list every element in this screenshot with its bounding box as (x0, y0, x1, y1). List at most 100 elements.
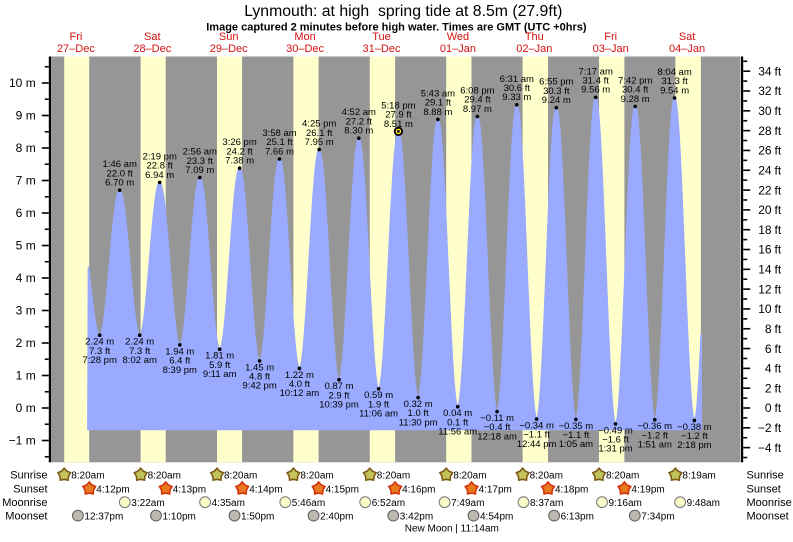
svg-text:10:39 pm: 10:39 pm (319, 400, 359, 411)
svg-text:7.3 ft: 7.3 ft (129, 346, 150, 357)
svg-text:ft: ft (775, 441, 782, 455)
svg-text:9.24 m: 9.24 m (542, 95, 571, 106)
svg-text:10: 10 (9, 76, 23, 90)
svg-text:6:55 pm: 6:55 pm (539, 77, 573, 88)
svg-text:−0.36 m: −0.36 m (638, 421, 673, 432)
svg-text:Moonset: Moonset (747, 510, 789, 522)
svg-text:ft: ft (775, 104, 782, 118)
svg-text:01–Jan: 01–Jan (440, 43, 476, 55)
svg-text:7.3 ft: 7.3 ft (89, 346, 110, 357)
svg-text:Moonrise: Moonrise (2, 497, 47, 509)
svg-text:34: 34 (758, 64, 772, 78)
svg-text:12:18 am: 12:18 am (477, 431, 517, 442)
svg-text:4:12pm: 4:12pm (96, 484, 129, 495)
svg-text:9:11 am: 9:11 am (203, 369, 237, 380)
svg-text:ft: ft (775, 183, 782, 197)
svg-text:1:51 am: 1:51 am (638, 440, 672, 451)
svg-text:10:12 am: 10:12 am (280, 388, 320, 399)
svg-text:5:46am: 5:46am (292, 498, 325, 509)
svg-text:m: m (26, 304, 36, 318)
svg-text:22: 22 (758, 183, 772, 197)
svg-text:1: 1 (16, 369, 23, 383)
svg-text:ft: ft (775, 263, 782, 277)
svg-text:2.24 m: 2.24 m (85, 337, 114, 348)
svg-text:4:35am: 4:35am (212, 498, 245, 509)
svg-text:22.0 ft: 22.0 ft (106, 168, 133, 179)
svg-text:30.6 ft: 30.6 ft (504, 83, 531, 94)
svg-text:6.70 m: 6.70 m (105, 178, 134, 189)
svg-text:Moonrise: Moonrise (747, 497, 792, 509)
svg-text:0.87 m: 0.87 m (324, 381, 353, 392)
svg-text:12:44 pm: 12:44 pm (517, 439, 557, 450)
svg-text:4:25 pm: 4:25 pm (302, 119, 336, 130)
svg-text:−4: −4 (758, 441, 772, 455)
svg-text:26.1 ft: 26.1 ft (306, 128, 333, 139)
svg-text:1:10pm: 1:10pm (163, 511, 196, 522)
svg-text:Sunrise: Sunrise (747, 470, 784, 482)
svg-text:ft: ft (775, 381, 782, 395)
svg-text:7:28 pm: 7:28 pm (83, 355, 117, 366)
svg-text:23.3 ft: 23.3 ft (187, 156, 214, 167)
svg-text:5.9 ft: 5.9 ft (209, 360, 230, 371)
svg-text:2: 2 (765, 381, 772, 395)
svg-text:02–Jan: 02–Jan (516, 43, 552, 55)
svg-text:9.54 m: 9.54 m (660, 85, 689, 96)
svg-text:m: m (26, 109, 36, 123)
svg-text:4: 4 (765, 362, 772, 376)
svg-text:0.32 m: 0.32 m (404, 399, 433, 410)
svg-text:8: 8 (765, 322, 772, 336)
svg-text:−0.38 m: −0.38 m (677, 422, 712, 433)
svg-text:7:17 am: 7:17 am (579, 66, 613, 77)
svg-text:31.3 ft: 31.3 ft (661, 76, 688, 87)
svg-text:6: 6 (765, 342, 772, 356)
svg-text:11:56 am: 11:56 am (438, 427, 477, 438)
svg-text:7: 7 (16, 174, 23, 188)
svg-text:Moonset: Moonset (5, 510, 47, 522)
svg-text:31.4 ft: 31.4 ft (582, 76, 609, 87)
svg-text:ft: ft (775, 362, 782, 376)
svg-text:1.81 m: 1.81 m (205, 351, 234, 362)
svg-text:2:18 pm: 2:18 pm (677, 440, 711, 451)
svg-text:0: 0 (16, 401, 23, 415)
svg-text:9:16am: 9:16am (609, 498, 642, 509)
svg-text:04–Jan: 04–Jan (669, 43, 705, 55)
svg-text:9:48am: 9:48am (687, 498, 720, 509)
svg-text:2: 2 (16, 336, 23, 350)
svg-text:7.95 m: 7.95 m (305, 137, 334, 148)
svg-text:−0.49 m: −0.49 m (598, 425, 633, 436)
svg-text:29.1 ft: 29.1 ft (425, 98, 452, 109)
svg-text:ft: ft (775, 203, 782, 217)
svg-text:ft: ft (775, 282, 782, 296)
svg-text:7.66 m: 7.66 m (265, 146, 294, 157)
svg-text:−1.1 ft: −1.1 ft (523, 430, 550, 441)
svg-text:5:43 am: 5:43 am (421, 88, 455, 99)
svg-text:−0.35 m: −0.35 m (559, 421, 594, 432)
svg-text:18: 18 (758, 223, 772, 237)
svg-text:16: 16 (758, 243, 772, 257)
svg-text:7.09 m: 7.09 m (185, 165, 214, 176)
svg-text:Mon: Mon (294, 31, 315, 43)
svg-text:24: 24 (758, 164, 772, 178)
svg-text:1.94 m: 1.94 m (165, 346, 194, 357)
svg-text:9: 9 (16, 109, 23, 123)
svg-text:2.9 ft: 2.9 ft (328, 390, 349, 401)
svg-text:m: m (26, 174, 36, 188)
svg-text:m: m (26, 76, 36, 90)
svg-text:Wed: Wed (447, 31, 469, 43)
svg-text:3:26 pm: 3:26 pm (222, 137, 256, 148)
svg-text:ft: ft (775, 302, 782, 316)
svg-text:Sat: Sat (144, 31, 161, 43)
svg-text:m: m (26, 369, 36, 383)
svg-text:ft: ft (775, 84, 782, 98)
svg-text:Thu: Thu (525, 31, 544, 43)
svg-text:6:13pm: 6:13pm (561, 511, 594, 522)
svg-text:8:20am: 8:20am (148, 471, 181, 482)
svg-text:32: 32 (758, 84, 772, 98)
svg-text:ft: ft (775, 322, 782, 336)
svg-text:m: m (26, 206, 36, 220)
svg-text:26: 26 (758, 144, 772, 158)
svg-text:2:56 am: 2:56 am (183, 147, 217, 158)
svg-text:25.1 ft: 25.1 ft (266, 137, 293, 148)
svg-text:7:49am: 7:49am (451, 498, 484, 509)
svg-text:ft: ft (775, 342, 782, 356)
